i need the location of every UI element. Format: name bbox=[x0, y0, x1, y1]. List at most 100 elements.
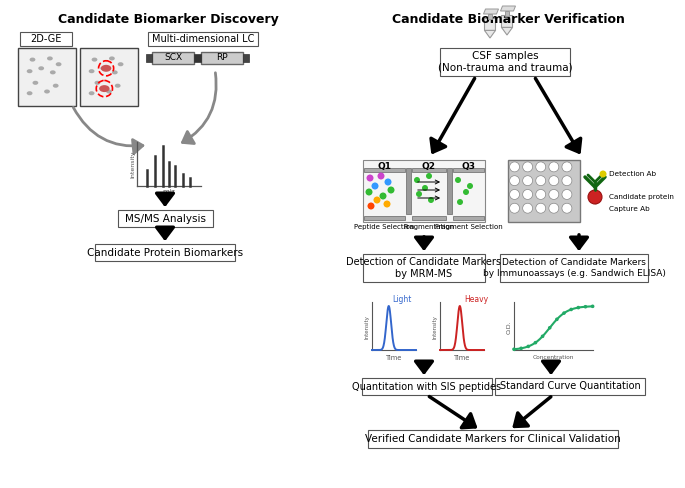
Circle shape bbox=[377, 172, 384, 180]
Ellipse shape bbox=[109, 57, 115, 61]
Circle shape bbox=[523, 176, 533, 185]
Circle shape bbox=[599, 170, 606, 178]
Ellipse shape bbox=[100, 66, 106, 70]
Polygon shape bbox=[484, 9, 499, 14]
Circle shape bbox=[384, 201, 390, 207]
Circle shape bbox=[426, 173, 432, 179]
Circle shape bbox=[577, 306, 580, 309]
Bar bbox=[18, 48, 76, 106]
Bar bbox=[508, 160, 580, 222]
Text: Detection of Candidate Markers
by Immunoassays (e.g. Sandwich ELISA): Detection of Candidate Markers by Immuno… bbox=[482, 258, 665, 278]
Bar bbox=[363, 160, 485, 222]
Text: Heavy: Heavy bbox=[464, 295, 488, 304]
Circle shape bbox=[366, 175, 373, 182]
Text: Intensity: Intensity bbox=[364, 315, 369, 339]
Bar bbox=[501, 15, 512, 27]
Text: Fragment Selection: Fragment Selection bbox=[434, 224, 502, 230]
Text: Time: Time bbox=[453, 355, 470, 361]
Bar bbox=[148, 32, 258, 46]
Bar bbox=[20, 32, 72, 46]
Text: Concentration: Concentration bbox=[533, 355, 574, 360]
Ellipse shape bbox=[27, 91, 32, 95]
Circle shape bbox=[379, 192, 386, 200]
Circle shape bbox=[549, 162, 559, 172]
Bar bbox=[368, 430, 618, 448]
Text: SCX: SCX bbox=[164, 54, 182, 62]
Circle shape bbox=[455, 177, 461, 183]
Circle shape bbox=[562, 189, 572, 200]
Polygon shape bbox=[501, 6, 516, 11]
Text: Standard Curve Quantitation: Standard Curve Quantitation bbox=[499, 382, 640, 391]
Circle shape bbox=[562, 176, 572, 185]
Ellipse shape bbox=[44, 89, 50, 94]
Circle shape bbox=[562, 203, 572, 213]
Circle shape bbox=[510, 189, 519, 200]
Circle shape bbox=[536, 162, 546, 172]
Text: Q1: Q1 bbox=[377, 162, 392, 170]
Circle shape bbox=[371, 183, 379, 189]
Bar bbox=[453, 168, 484, 172]
Text: Intensity: Intensity bbox=[432, 315, 438, 339]
Circle shape bbox=[523, 162, 533, 172]
Bar bbox=[201, 52, 243, 64]
Ellipse shape bbox=[112, 70, 118, 74]
Circle shape bbox=[457, 199, 463, 205]
Ellipse shape bbox=[50, 70, 55, 74]
Circle shape bbox=[588, 190, 602, 204]
Circle shape bbox=[536, 203, 546, 213]
Text: Capture Ab: Capture Ab bbox=[609, 206, 650, 212]
Text: Q3: Q3 bbox=[462, 162, 475, 170]
Circle shape bbox=[536, 189, 546, 200]
Circle shape bbox=[562, 311, 566, 315]
Text: Peptide Selection: Peptide Selection bbox=[354, 224, 414, 230]
Circle shape bbox=[519, 346, 523, 350]
Bar bbox=[364, 168, 405, 172]
Text: Time: Time bbox=[386, 355, 402, 361]
Circle shape bbox=[416, 191, 422, 197]
Bar bbox=[406, 168, 411, 214]
Circle shape bbox=[428, 197, 434, 203]
Circle shape bbox=[414, 177, 420, 183]
Ellipse shape bbox=[55, 62, 62, 66]
Circle shape bbox=[549, 203, 559, 213]
Polygon shape bbox=[501, 27, 512, 35]
Ellipse shape bbox=[32, 81, 38, 85]
Text: Detection Ab: Detection Ab bbox=[609, 171, 656, 177]
Text: Candidate Biomarker Verification: Candidate Biomarker Verification bbox=[392, 13, 625, 26]
Ellipse shape bbox=[118, 62, 123, 66]
Circle shape bbox=[366, 188, 373, 196]
Circle shape bbox=[388, 186, 395, 194]
Circle shape bbox=[463, 189, 469, 195]
Bar bbox=[364, 216, 405, 220]
Text: Verified Candidate Markers for Clinical Validation: Verified Candidate Markers for Clinical … bbox=[365, 434, 621, 444]
Circle shape bbox=[373, 197, 380, 203]
Ellipse shape bbox=[53, 83, 59, 88]
Ellipse shape bbox=[101, 65, 112, 72]
Bar bbox=[118, 210, 213, 227]
Bar bbox=[447, 168, 452, 214]
Text: Detection of Candidate Markers
by MRM-MS: Detection of Candidate Markers by MRM-MS bbox=[347, 257, 501, 279]
Bar bbox=[505, 11, 509, 16]
Circle shape bbox=[422, 185, 428, 191]
Text: Fragmentation: Fragmentation bbox=[403, 224, 455, 230]
Text: Intensity: Intensity bbox=[131, 150, 136, 178]
Circle shape bbox=[510, 162, 519, 172]
Circle shape bbox=[523, 203, 533, 213]
Text: Multi-dimensional LC: Multi-dimensional LC bbox=[152, 34, 254, 44]
Circle shape bbox=[584, 305, 587, 308]
Circle shape bbox=[467, 183, 473, 189]
Ellipse shape bbox=[38, 66, 44, 70]
FancyArrowPatch shape bbox=[182, 73, 216, 143]
Circle shape bbox=[548, 326, 551, 329]
Ellipse shape bbox=[95, 81, 100, 85]
Text: Candidate Protein Biomarkers: Candidate Protein Biomarkers bbox=[87, 247, 243, 258]
Circle shape bbox=[536, 176, 546, 185]
Ellipse shape bbox=[47, 57, 53, 61]
Ellipse shape bbox=[115, 83, 121, 88]
Text: 2D-GE: 2D-GE bbox=[30, 34, 62, 44]
Circle shape bbox=[549, 189, 559, 200]
Bar bbox=[194, 54, 201, 62]
FancyArrowPatch shape bbox=[73, 107, 143, 153]
Ellipse shape bbox=[27, 69, 32, 73]
Bar bbox=[500, 254, 648, 282]
